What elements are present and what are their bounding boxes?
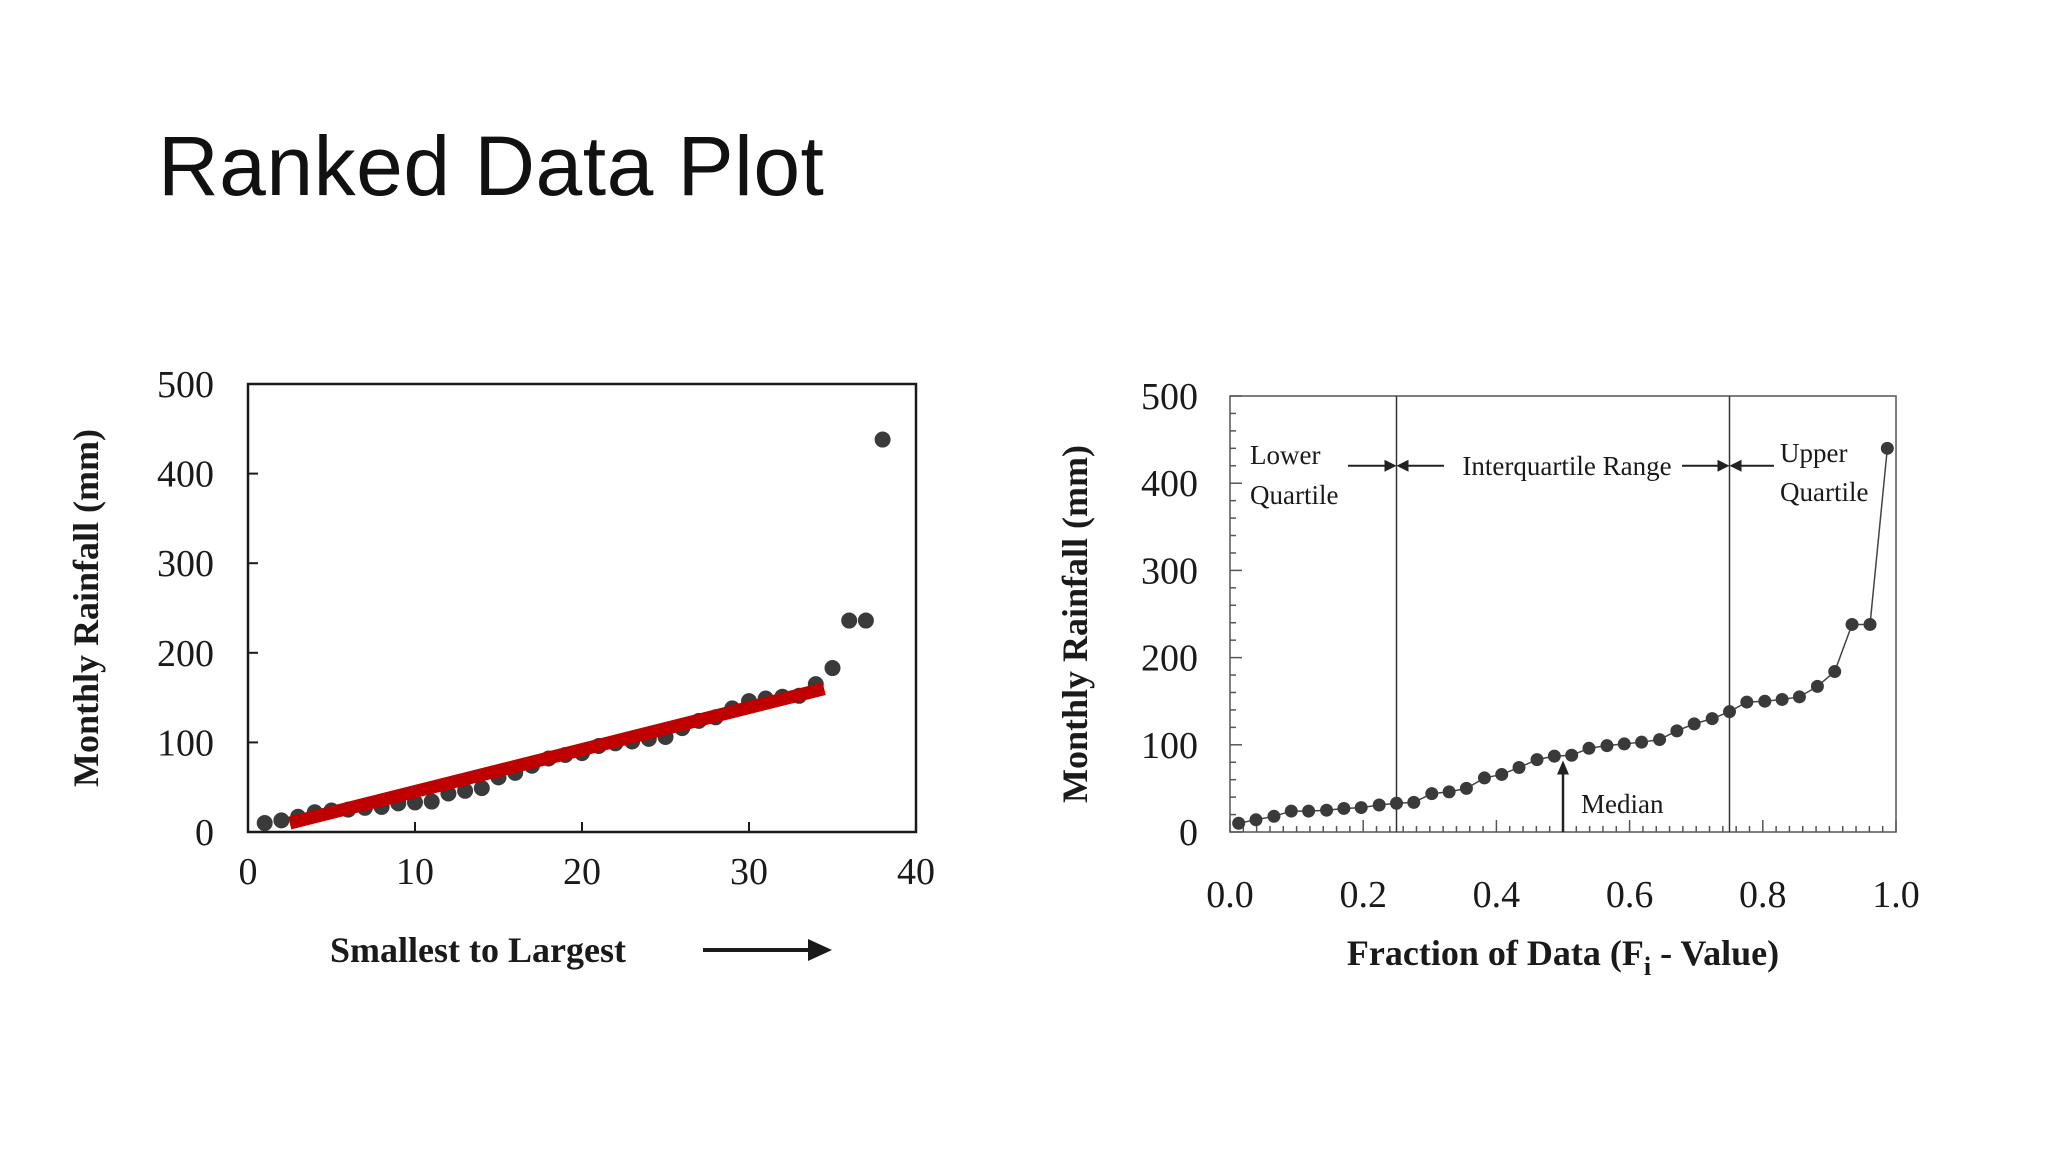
lower-quartile-arrow-head [1384,459,1397,472]
data-point [1600,739,1614,753]
x-tick-label: 0.6 [1606,874,1654,916]
upper-quartile-label-line1: Upper [1780,438,1847,468]
y-tick-label: 400 [1141,463,1198,505]
upper-quartile-label-line2: Quartile [1780,477,1868,507]
data-point [1284,804,1298,818]
y-tick-label: 100 [157,722,214,764]
data-point [1232,816,1246,830]
x-tick-label: 0.4 [1473,874,1521,916]
data-point [1407,795,1421,809]
x-tick-label: 1.0 [1872,874,1920,916]
data-point [1705,712,1719,726]
data-point [1442,785,1456,799]
y-tick-label: 100 [1141,725,1198,767]
x-tick-label: 0.8 [1739,874,1787,916]
data-point [1792,690,1806,704]
lower-quartile-label-line2: Quartile [1250,480,1338,510]
data-point [824,660,841,677]
x-tick-label: 40 [897,851,935,893]
y-axis-title: Monthly Rainfall (mm) [66,429,106,787]
x-tick-label: 0 [239,851,258,893]
data-point [1565,748,1579,762]
data-point [1828,665,1842,679]
data-point [1320,803,1334,817]
median-label: Median [1581,789,1664,819]
data-point [1845,617,1859,631]
y-axis-title: Monthly Rainfall (mm) [1055,445,1095,803]
y-tick-label: 200 [1141,638,1198,680]
data-point [1425,787,1439,801]
upper-quartile-arrow-head [1729,459,1742,472]
data-point [457,782,474,799]
data-point [1372,798,1386,812]
y-tick-label: 500 [1141,376,1198,418]
data-point [1477,771,1491,785]
data-point [1495,767,1509,781]
x-tick-label: 0.2 [1339,874,1387,916]
x-tick-label: 10 [396,851,434,893]
iqr-right-arrow-head [1717,459,1730,472]
data-point [473,780,490,797]
x-axis-arrow-head [808,939,832,961]
data-point [1758,694,1772,708]
data-point [1512,760,1526,774]
trend-line [288,682,826,830]
data-point [1617,737,1631,751]
y-tick-label: 400 [157,454,214,496]
data-point [1810,679,1824,693]
data-point [857,612,874,629]
data-point [256,815,273,832]
x-axis-title: Smallest to Largest [330,930,626,970]
data-point [1337,801,1351,815]
data-point [1267,809,1281,823]
y-tick-label: 0 [195,812,214,854]
slide-title: Ranked Data Plot [158,119,825,213]
x-tick-label: 20 [563,851,601,893]
iqr-left-arrow-head [1396,459,1409,472]
data-point [1723,705,1736,719]
data-point [1687,717,1701,731]
y-tick-label: 200 [157,633,214,675]
data-point [423,793,440,810]
data-point [1670,724,1684,738]
data-point [1302,804,1316,818]
data-point [1863,617,1877,631]
data-point [841,612,858,629]
x-tick-label: 0.0 [1206,874,1254,916]
data-point [1390,796,1403,810]
y-tick-label: 500 [157,364,214,406]
y-tick-label: 0 [1179,812,1198,854]
lower-quartile-label-line1: Lower [1250,440,1320,470]
interquartile-range-label: Interquartile Range [1462,451,1671,481]
data-point [1635,735,1649,749]
data-point [273,812,290,829]
data-point [1775,692,1789,706]
data-point [1547,749,1561,763]
data-point [1740,695,1754,709]
median-arrow-head [1557,760,1569,775]
y-tick-label: 300 [157,543,214,585]
x-axis-title: Fraction of Data (Fi - Value) [1347,933,1779,981]
data-point [1582,741,1596,755]
x-tick-label: 30 [730,851,768,893]
data-point [1653,733,1667,747]
data-point [1249,813,1263,827]
y-tick-label: 300 [1141,550,1198,592]
data-point [1530,753,1544,767]
data-point [1880,441,1894,455]
data-point [1459,781,1473,795]
data-point [1354,801,1368,815]
data-point [874,431,891,448]
